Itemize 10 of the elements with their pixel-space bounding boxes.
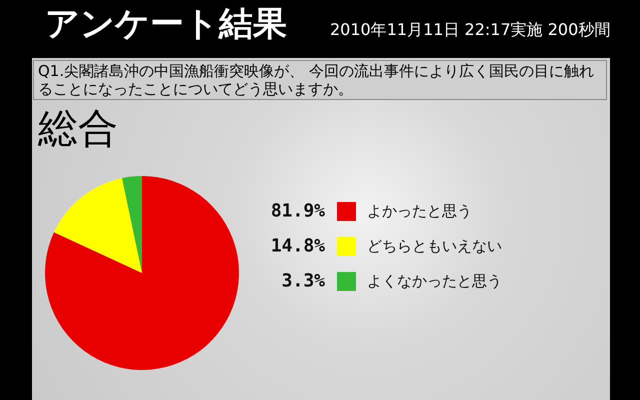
chart-title: アンケート結果 bbox=[45, 4, 287, 44]
text: 2010年11月11日 22:17実施 200秒間 bbox=[330, 20, 610, 40]
chart-subtitle: Q1.尖閣諸島沖の中国漁船衝突映像が、 今回の流出事件により広く国民の目に触れることになったことについてどう思いますか。 bbox=[33, 60, 607, 100]
legend-label: よかったと思う bbox=[367, 202, 472, 220]
text: 総合 bbox=[38, 106, 118, 152]
data-label: 81.9% bbox=[270, 200, 326, 222]
data-label: 3.3% bbox=[282, 270, 326, 292]
legend-label: どちらともいえない bbox=[367, 236, 502, 255]
data-label: 14.8% bbox=[270, 236, 326, 257]
legend-label: よくなかったと思う bbox=[367, 272, 502, 290]
